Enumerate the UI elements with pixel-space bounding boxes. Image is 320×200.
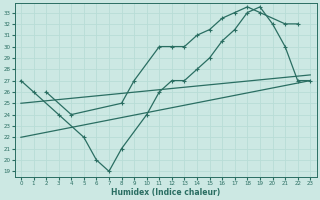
X-axis label: Humidex (Indice chaleur): Humidex (Indice chaleur) (111, 188, 220, 197)
